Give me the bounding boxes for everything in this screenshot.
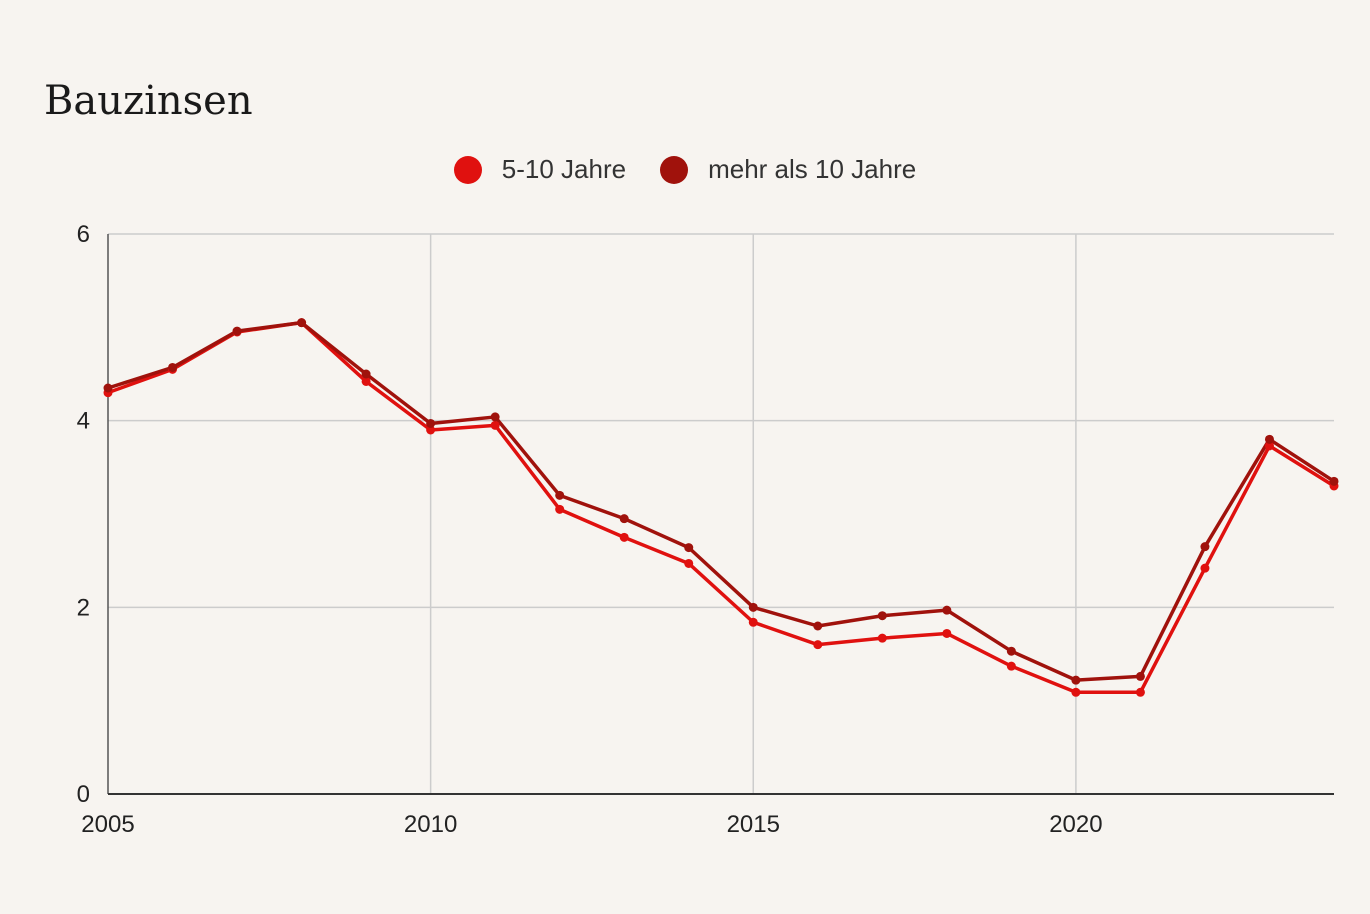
legend-label-series-2: mehr als 10 Jahre [708, 154, 917, 184]
data-point-series-1 [426, 425, 436, 435]
data-point-series-2 [1264, 434, 1274, 444]
data-point-series-1 [942, 628, 952, 638]
data-point-series-2 [361, 369, 371, 379]
data-point-series-2 [426, 418, 436, 428]
data-point-series-1 [555, 504, 565, 514]
x-tick-label: 2005 [81, 811, 134, 838]
data-point-series-1 [1006, 661, 1016, 671]
data-point-series-2 [1006, 646, 1016, 656]
x-tick-label: 2015 [727, 811, 780, 838]
y-tick-label: 2 [77, 594, 90, 621]
data-point-series-2 [1200, 542, 1210, 552]
data-point-series-1 [748, 617, 758, 627]
legend-label-series-1: 5-10 Jahre [501, 154, 627, 184]
data-point-series-1 [1264, 441, 1274, 451]
data-point-series-2 [232, 326, 242, 336]
series-line-1 [107, 320, 1335, 695]
series-line-2 [107, 320, 1335, 682]
data-point-series-2 [813, 621, 823, 631]
data-point-series-2 [168, 362, 178, 372]
data-point-series-2 [619, 514, 629, 524]
data-point-series-2 [877, 611, 887, 621]
data-point-series-1 [619, 532, 629, 542]
data-point-series-2 [297, 318, 307, 328]
data-point-series-1 [1135, 687, 1145, 697]
data-point-series-1 [813, 640, 823, 650]
legend-item-series-1[interactable]: 5-10 Jahre [453, 154, 627, 185]
data-point-series-2 [1135, 671, 1145, 681]
data-point-series-1 [1200, 563, 1210, 573]
data-point-series-2 [1071, 675, 1081, 685]
data-point-series-2 [748, 602, 758, 612]
data-point-series-2 [1329, 476, 1339, 486]
data-point-series-2 [490, 412, 500, 422]
data-point-series-2 [942, 605, 952, 615]
y-tick-label: 6 [77, 221, 90, 248]
y-tick-label: 0 [77, 781, 90, 808]
data-point-series-2 [684, 543, 694, 553]
chart-title: Bauzinsen [44, 78, 253, 124]
data-point-series-1 [1071, 687, 1081, 697]
legend-marker-series-1 [453, 155, 482, 184]
data-point-series-1 [684, 558, 694, 568]
data-point-series-1 [490, 420, 500, 430]
data-point-series-1 [361, 376, 371, 386]
x-tick-label: 2020 [1049, 811, 1102, 838]
x-tick-label: 2010 [404, 811, 457, 838]
y-tick-label: 4 [77, 408, 90, 435]
data-point-series-2 [103, 383, 113, 393]
legend-item-series-2[interactable]: mehr als 10 Jahre [660, 154, 916, 185]
data-point-series-2 [555, 490, 565, 500]
legend-marker-series-2 [660, 155, 689, 184]
legend: 5-10 Jahre mehr als 10 Jahre [0, 154, 1370, 185]
data-point-series-1 [877, 633, 887, 643]
